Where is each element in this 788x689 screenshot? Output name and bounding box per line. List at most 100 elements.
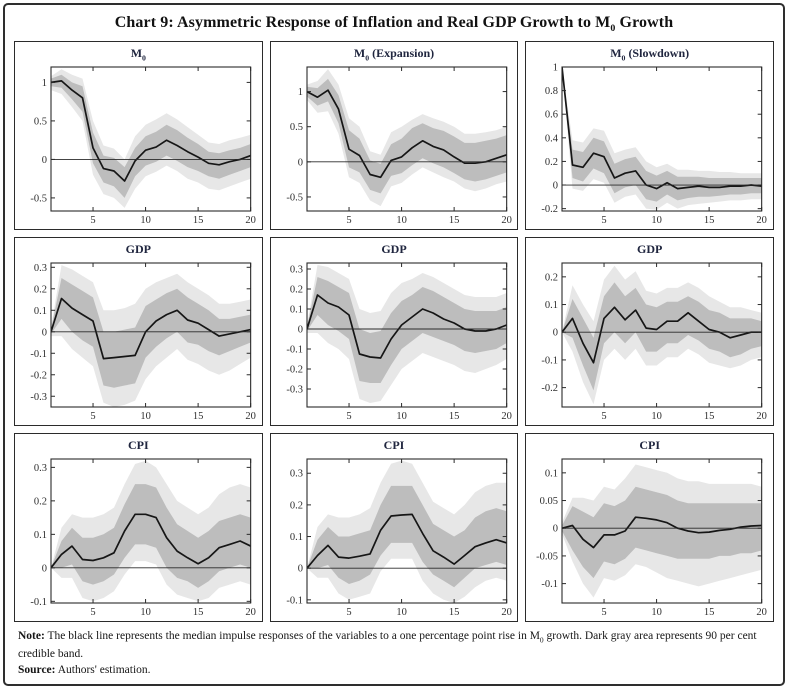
svg-text:10: 10 bbox=[652, 411, 663, 422]
note-label: Note: bbox=[18, 630, 45, 643]
svg-text:-0.5: -0.5 bbox=[30, 194, 47, 205]
source-text: Authors' estimation. bbox=[55, 664, 151, 677]
panel-cpi-baseline: CPI 5 10 15 20 0.3 0.2 0.1 0 -0.1 bbox=[14, 433, 263, 623]
svg-text:-0.2: -0.2 bbox=[542, 204, 559, 215]
panel-title-subscript: 0 bbox=[621, 53, 626, 63]
svg-text:5: 5 bbox=[602, 411, 607, 422]
panel-title-text: M bbox=[610, 46, 622, 61]
svg-text:0: 0 bbox=[553, 524, 558, 535]
svg-text:15: 15 bbox=[193, 607, 204, 618]
svg-text:0.6: 0.6 bbox=[545, 110, 558, 121]
svg-text:-0.1: -0.1 bbox=[30, 597, 47, 608]
svg-text:-0.5: -0.5 bbox=[286, 193, 303, 204]
svg-text:5: 5 bbox=[346, 607, 351, 618]
svg-text:0: 0 bbox=[297, 325, 302, 336]
panel-m0-expansion: M0 (Expansion) 5 10 15 20 1 0.5 0 -0.5 bbox=[269, 41, 519, 231]
svg-text:10: 10 bbox=[396, 215, 407, 226]
note-line: Note: The black line represents the medi… bbox=[18, 628, 770, 662]
figure-note: Note: The black line represents the medi… bbox=[14, 622, 774, 679]
svg-text:0.2: 0.2 bbox=[545, 273, 558, 284]
svg-text:-0.2: -0.2 bbox=[286, 365, 303, 376]
svg-text:5: 5 bbox=[90, 215, 95, 226]
svg-text:5: 5 bbox=[90, 607, 95, 618]
svg-text:20: 20 bbox=[245, 607, 256, 618]
svg-text:20: 20 bbox=[501, 215, 512, 226]
panel-title-text: M bbox=[353, 46, 366, 61]
panel-title-subscript: 0 bbox=[142, 53, 146, 63]
svg-text:0.3: 0.3 bbox=[34, 263, 47, 274]
svg-text:0.05: 0.05 bbox=[540, 496, 558, 507]
plot-cpi-expansion: 5 10 15 20 0.3 0.2 0.1 0 -0.1 bbox=[286, 458, 512, 618]
svg-text:20: 20 bbox=[245, 215, 256, 226]
panel-gdp-slowdown: GDP 5 10 15 20 0.2 0.1 0 -0.1 -0.2 bbox=[525, 237, 774, 427]
svg-text:5: 5 bbox=[602, 607, 607, 618]
svg-text:0.2: 0.2 bbox=[545, 157, 558, 168]
svg-text:0.2: 0.2 bbox=[290, 285, 303, 296]
svg-text:15: 15 bbox=[449, 215, 460, 226]
svg-text:-0.1: -0.1 bbox=[286, 345, 303, 356]
panel-m0: M0 5 10 15 20 1 0.5 0 -0.5 bbox=[14, 41, 263, 231]
panel-title-text: CPI bbox=[383, 438, 405, 453]
svg-text:0: 0 bbox=[297, 158, 302, 169]
plot-gdp-expansion: 5 10 15 20 0.3 0.2 0.1 0 -0.1 -0.2 -0.3 bbox=[286, 262, 512, 422]
panel-grid: M0 5 10 15 20 1 0.5 0 -0.5 M0 (Expansion) 5 10 15… bbox=[14, 41, 774, 623]
panel-title-m0: M0 bbox=[18, 46, 259, 62]
svg-text:0.5: 0.5 bbox=[34, 117, 47, 128]
svg-text:0: 0 bbox=[42, 155, 47, 166]
svg-text:10: 10 bbox=[396, 411, 407, 422]
svg-text:0.2: 0.2 bbox=[34, 497, 47, 508]
panel-title-cpi-slowdown: CPI bbox=[529, 438, 770, 454]
plot-gdp-slowdown: 5 10 15 20 0.2 0.1 0 -0.1 -0.2 bbox=[542, 262, 767, 422]
source-line: Source: Authors' estimation. bbox=[18, 662, 770, 678]
panel-title-gdp-baseline: GDP bbox=[18, 242, 259, 258]
svg-text:15: 15 bbox=[193, 215, 204, 226]
note-text: The black line represents the median imp… bbox=[44, 630, 540, 643]
figure-title: Chart 9: Asymmetric Response of Inflatio… bbox=[14, 11, 774, 41]
svg-text:10: 10 bbox=[652, 215, 663, 226]
svg-text:0.8: 0.8 bbox=[545, 86, 558, 97]
svg-text:0.1: 0.1 bbox=[290, 305, 303, 316]
svg-text:20: 20 bbox=[757, 215, 768, 226]
plot-m0-slowdown: 5 10 15 20 1 0.8 0.6 0.4 0.2 0 -0.2 bbox=[542, 63, 768, 227]
svg-text:5: 5 bbox=[346, 411, 351, 422]
svg-text:0.2: 0.2 bbox=[290, 501, 303, 512]
svg-text:0: 0 bbox=[297, 564, 302, 575]
svg-text:0: 0 bbox=[42, 564, 47, 575]
svg-text:0.4: 0.4 bbox=[545, 134, 559, 145]
panel-title-text: GDP bbox=[125, 242, 151, 257]
panel-title-text: M bbox=[130, 46, 143, 61]
plot-m0-expansion: 5 10 15 20 1 0.5 0 -0.5 bbox=[286, 66, 512, 226]
figure-title-text: Chart 9: Asymmetric Response of Inflatio… bbox=[114, 14, 611, 31]
svg-text:0.3: 0.3 bbox=[290, 265, 303, 276]
svg-text:-0.2: -0.2 bbox=[30, 370, 47, 381]
svg-text:10: 10 bbox=[652, 607, 663, 618]
svg-text:5: 5 bbox=[90, 411, 95, 422]
svg-text:0.1: 0.1 bbox=[34, 530, 47, 541]
panel-title-subscript: 0 bbox=[365, 53, 370, 63]
svg-text:0.1: 0.1 bbox=[34, 306, 47, 317]
svg-text:0.3: 0.3 bbox=[290, 469, 303, 480]
panel-title-text: CPI bbox=[127, 438, 149, 453]
svg-text:15: 15 bbox=[449, 607, 460, 618]
svg-text:5: 5 bbox=[602, 215, 607, 226]
panel-title-m0-expansion: M0 (Expansion) bbox=[274, 46, 515, 62]
svg-text:20: 20 bbox=[245, 411, 256, 422]
svg-text:20: 20 bbox=[501, 607, 512, 618]
plot-m0: 5 10 15 20 1 0.5 0 -0.5 bbox=[30, 66, 256, 226]
svg-text:-0.1: -0.1 bbox=[286, 596, 303, 607]
plot-cpi-slowdown: 5 10 15 20 0.1 0.05 0 -0.05 -0.1 bbox=[536, 458, 768, 618]
svg-text:0.5: 0.5 bbox=[290, 122, 303, 133]
panel-cpi-expansion: CPI 5 10 15 20 0.3 0.2 0.1 0 -0.1 bbox=[269, 433, 519, 623]
svg-text:15: 15 bbox=[449, 411, 460, 422]
svg-text:20: 20 bbox=[757, 607, 768, 618]
svg-text:0: 0 bbox=[553, 181, 558, 192]
note-subscript: 0 bbox=[539, 635, 544, 645]
svg-text:-0.05: -0.05 bbox=[536, 552, 558, 563]
panel-title-gdp-slowdown: GDP bbox=[529, 242, 770, 258]
svg-text:1: 1 bbox=[297, 87, 302, 98]
svg-text:10: 10 bbox=[396, 607, 407, 618]
panel-cpi-slowdown: CPI 5 10 15 20 0.1 0.05 0 -0.05 -0.1 bbox=[525, 433, 774, 623]
svg-text:0.3: 0.3 bbox=[34, 463, 47, 474]
svg-text:-0.2: -0.2 bbox=[542, 383, 559, 394]
svg-text:-0.3: -0.3 bbox=[286, 385, 303, 396]
